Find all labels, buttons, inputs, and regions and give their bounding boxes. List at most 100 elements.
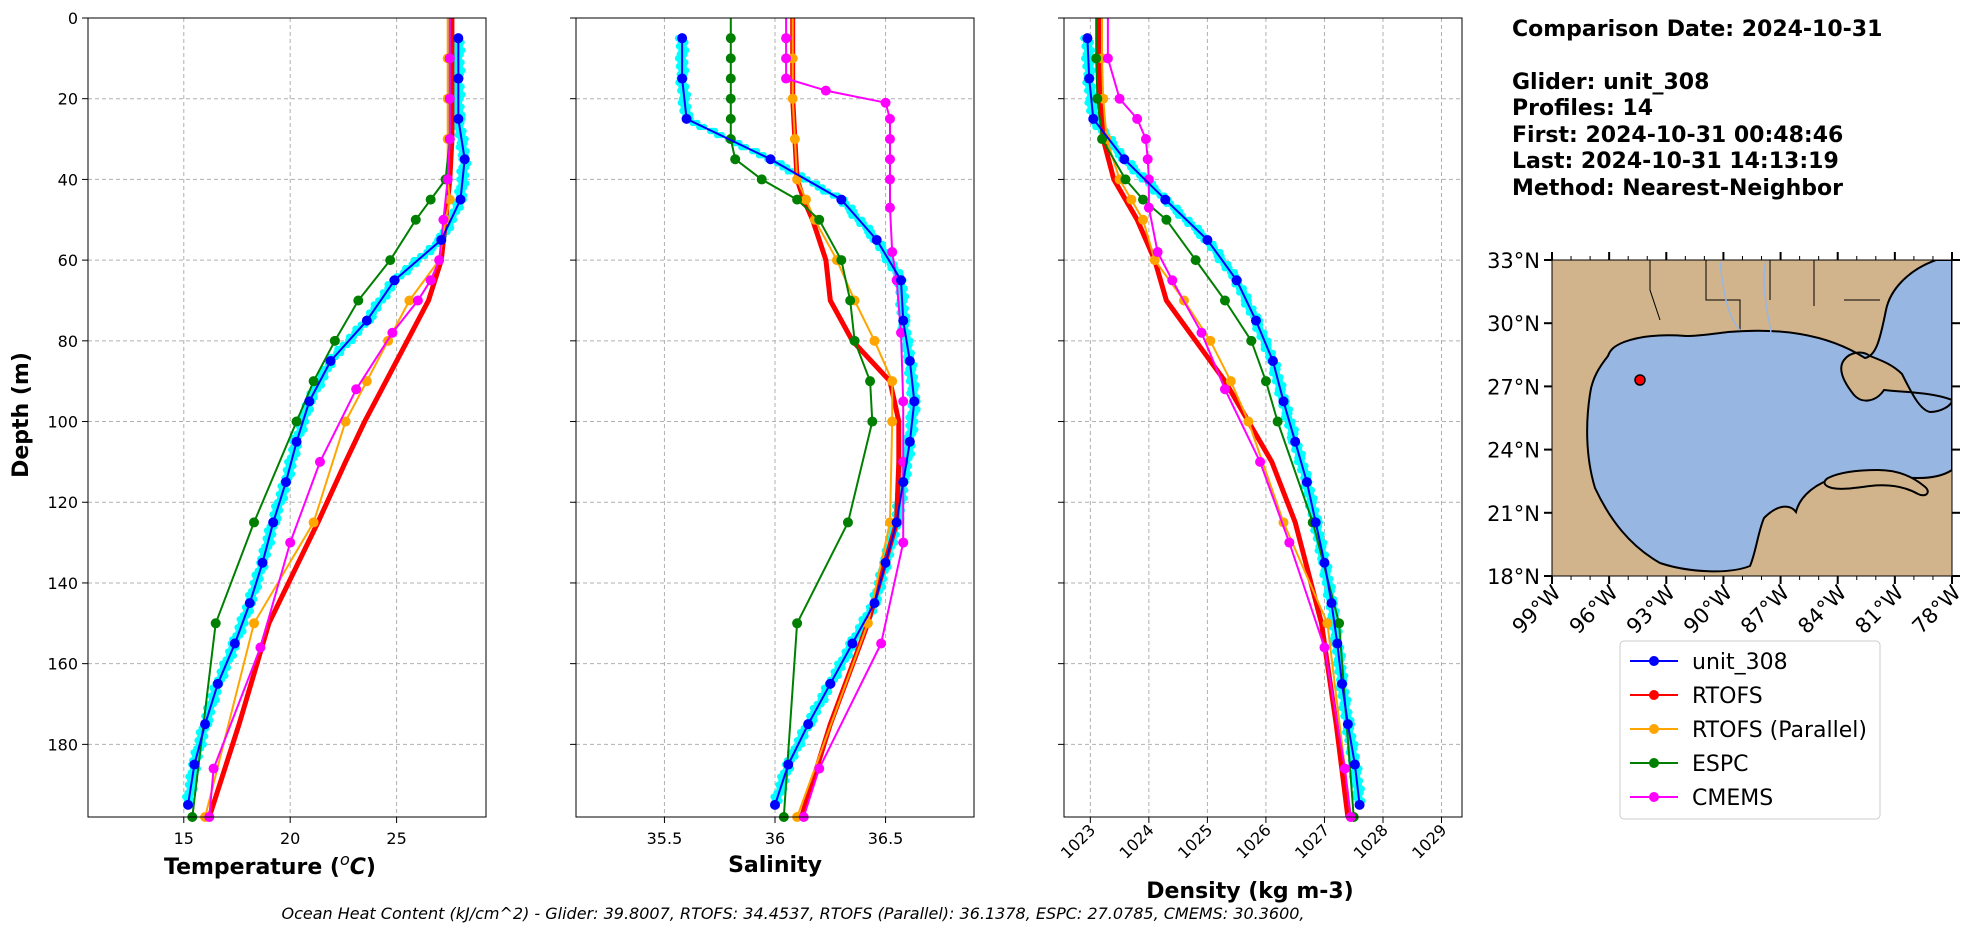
series-point-espc xyxy=(845,295,856,306)
map-lat-label: 24°N xyxy=(1487,439,1540,463)
temperature-panel: 0 20 40 60 80 100 120 140 160 180 15 20 25 xyxy=(47,9,487,848)
series-point-espc xyxy=(836,255,847,266)
series-point-unit-308 xyxy=(1342,719,1353,730)
legend-frame xyxy=(1619,640,1881,820)
series-point-cmems xyxy=(1319,642,1330,653)
series-point-unit-308 xyxy=(880,557,891,568)
series-point-espc xyxy=(385,255,396,266)
series-line-rtofs xyxy=(206,18,455,818)
y-tick-label: 40 xyxy=(58,170,78,189)
x-tick-label: 15 xyxy=(174,829,194,848)
series-point-rtofs-parallel xyxy=(800,194,811,205)
series-point-unit-308 xyxy=(291,436,302,447)
series-point-rtofs-parallel xyxy=(789,134,800,145)
series-point-unit-308 xyxy=(459,154,470,165)
series-point-espc xyxy=(210,618,221,629)
series-point-cmems xyxy=(1140,134,1151,145)
series-point-cmems xyxy=(1219,384,1230,395)
series-point-cmems xyxy=(896,327,907,338)
series-point-unit-308 xyxy=(436,234,447,245)
x-tick-label: 36.5 xyxy=(868,829,904,848)
series-point-unit-308 xyxy=(847,638,858,649)
series-point-cmems xyxy=(898,537,909,548)
series-point-espc xyxy=(725,73,736,84)
map-lat-label: 33°N xyxy=(1487,249,1540,273)
series-point-cmems xyxy=(898,396,909,407)
series-point-cmems xyxy=(1142,154,1153,165)
series-line-unit-308 xyxy=(1086,38,1361,806)
series-point-cmems xyxy=(1114,93,1125,104)
series-point-cmems xyxy=(884,174,895,185)
series-point-rtofs-parallel xyxy=(340,416,351,427)
series-line-cmems xyxy=(785,18,905,818)
series-point-cmems xyxy=(1255,456,1266,467)
legend-swatch-marker xyxy=(1649,724,1659,734)
series-point-unit-308 xyxy=(361,315,372,326)
series-point-espc xyxy=(291,416,302,427)
series-point-unit-308 xyxy=(871,234,882,245)
series-point-espc xyxy=(1260,376,1271,387)
series-point-espc xyxy=(1097,134,1108,145)
series-point-unit-308 xyxy=(1326,598,1337,609)
series-point-espc xyxy=(1161,214,1172,225)
legend-label-rtofs-parallel: RTOFS (Parallel) xyxy=(1692,718,1867,743)
series-point-unit-308 xyxy=(898,477,909,488)
series-point-cmems xyxy=(1167,275,1178,286)
map-state-borders xyxy=(1649,260,1880,330)
series-point-unit-308 xyxy=(1349,759,1360,770)
series-point-cmems xyxy=(255,642,266,653)
depth-axis-label: Depth (m) xyxy=(9,352,34,478)
glider-raw-point xyxy=(822,696,829,704)
legend-label-unit-308: unit_308 xyxy=(1692,650,1788,675)
y-tick-label: 20 xyxy=(58,90,78,109)
series-point-cmems xyxy=(820,85,831,96)
series-point-unit-308 xyxy=(909,396,920,407)
series-point-unit-308 xyxy=(891,517,902,528)
series-point-espc xyxy=(353,295,364,306)
profiles-count: Profiles: 14 xyxy=(1512,96,1653,121)
series-point-rtofs-parallel xyxy=(249,618,260,629)
series-point-espc xyxy=(1120,174,1131,185)
series-point-unit-308 xyxy=(869,598,880,609)
info-block: Comparison Date: 2024-10-31 Glider: unit… xyxy=(1512,17,1882,201)
series-point-unit-308 xyxy=(1084,73,1095,84)
y-tick-label: 120 xyxy=(47,493,78,512)
series-point-cmems xyxy=(1102,53,1113,64)
series-point-espc xyxy=(1246,335,1257,346)
series-point-cmems xyxy=(884,113,895,124)
series-point-cmems xyxy=(781,33,792,44)
series-point-unit-308 xyxy=(1301,477,1312,488)
series-line-cmems xyxy=(208,18,451,818)
salinity-panel: 35.5 36 36.5 xyxy=(570,17,975,848)
map-rivers xyxy=(1719,260,1773,341)
series-line-unit-308 xyxy=(681,38,916,806)
series-point-espc xyxy=(1092,93,1103,104)
series-point-espc xyxy=(725,93,736,104)
series-point-unit-308 xyxy=(1250,315,1261,326)
series-point-cmems xyxy=(387,327,398,338)
series-point-unit-308 xyxy=(1337,678,1348,689)
legend-label-rtofs: RTOFS xyxy=(1692,684,1763,709)
series-point-rtofs-parallel xyxy=(308,517,319,528)
series-point-cmems xyxy=(876,638,887,649)
series-point-cmems xyxy=(887,247,898,258)
map-lat-label: 18°N xyxy=(1487,565,1540,589)
series-point-cmems xyxy=(285,537,296,548)
series-point-cmems xyxy=(444,134,455,145)
series-point-espc xyxy=(249,517,260,528)
series-point-unit-308 xyxy=(280,477,291,488)
series-point-unit-308 xyxy=(904,356,915,367)
series-point-cmems xyxy=(884,134,895,145)
series-point-espc xyxy=(725,33,736,44)
map-cuba xyxy=(1823,468,1929,497)
series-point-cmems xyxy=(781,73,792,84)
series-point-espc xyxy=(756,174,767,185)
series-point-cmems xyxy=(412,295,423,306)
series-point-unit-308 xyxy=(1202,234,1213,245)
series-point-unit-308 xyxy=(825,678,836,689)
x-tick-label: 20 xyxy=(280,829,300,848)
series-point-espc xyxy=(730,154,741,165)
legend-swatch-marker xyxy=(1649,656,1659,666)
series-point-rtofs-parallel xyxy=(404,295,415,306)
series-point-unit-308 xyxy=(1088,113,1099,124)
